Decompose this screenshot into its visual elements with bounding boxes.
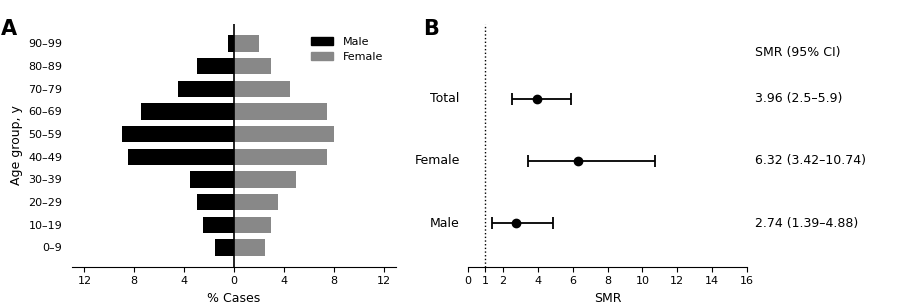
Bar [140, 103, 234, 120]
Text: Total: Total [430, 92, 460, 105]
Text: 6.32 (3.42–10.74): 6.32 (3.42–10.74) [755, 155, 867, 168]
Bar [196, 194, 234, 210]
Legend: Male, Female: Male, Female [307, 32, 387, 67]
Bar [178, 81, 234, 97]
Bar [234, 239, 266, 256]
Bar [128, 148, 234, 165]
Bar [234, 217, 272, 233]
Bar [234, 126, 334, 142]
Bar [234, 148, 328, 165]
Bar [228, 35, 234, 52]
Bar [234, 171, 296, 188]
X-axis label: SMR: SMR [594, 292, 621, 303]
Text: Male: Male [430, 217, 460, 230]
Bar [191, 171, 234, 188]
Text: SMR (95% CI): SMR (95% CI) [755, 46, 841, 59]
Y-axis label: Age group, y: Age group, y [10, 105, 22, 185]
Text: A: A [1, 19, 17, 39]
Text: 2.74 (1.39–4.88): 2.74 (1.39–4.88) [755, 217, 859, 230]
Bar [234, 81, 290, 97]
Bar [202, 217, 234, 233]
Text: Female: Female [414, 155, 460, 168]
Bar [234, 103, 328, 120]
X-axis label: % Cases: % Cases [207, 292, 261, 303]
Bar [234, 58, 272, 74]
Bar [196, 58, 234, 74]
Text: 3.96 (2.5–5.9): 3.96 (2.5–5.9) [755, 92, 842, 105]
Bar [234, 35, 259, 52]
Bar [215, 239, 234, 256]
Text: B: B [423, 19, 439, 39]
Bar [122, 126, 234, 142]
Bar [234, 194, 277, 210]
